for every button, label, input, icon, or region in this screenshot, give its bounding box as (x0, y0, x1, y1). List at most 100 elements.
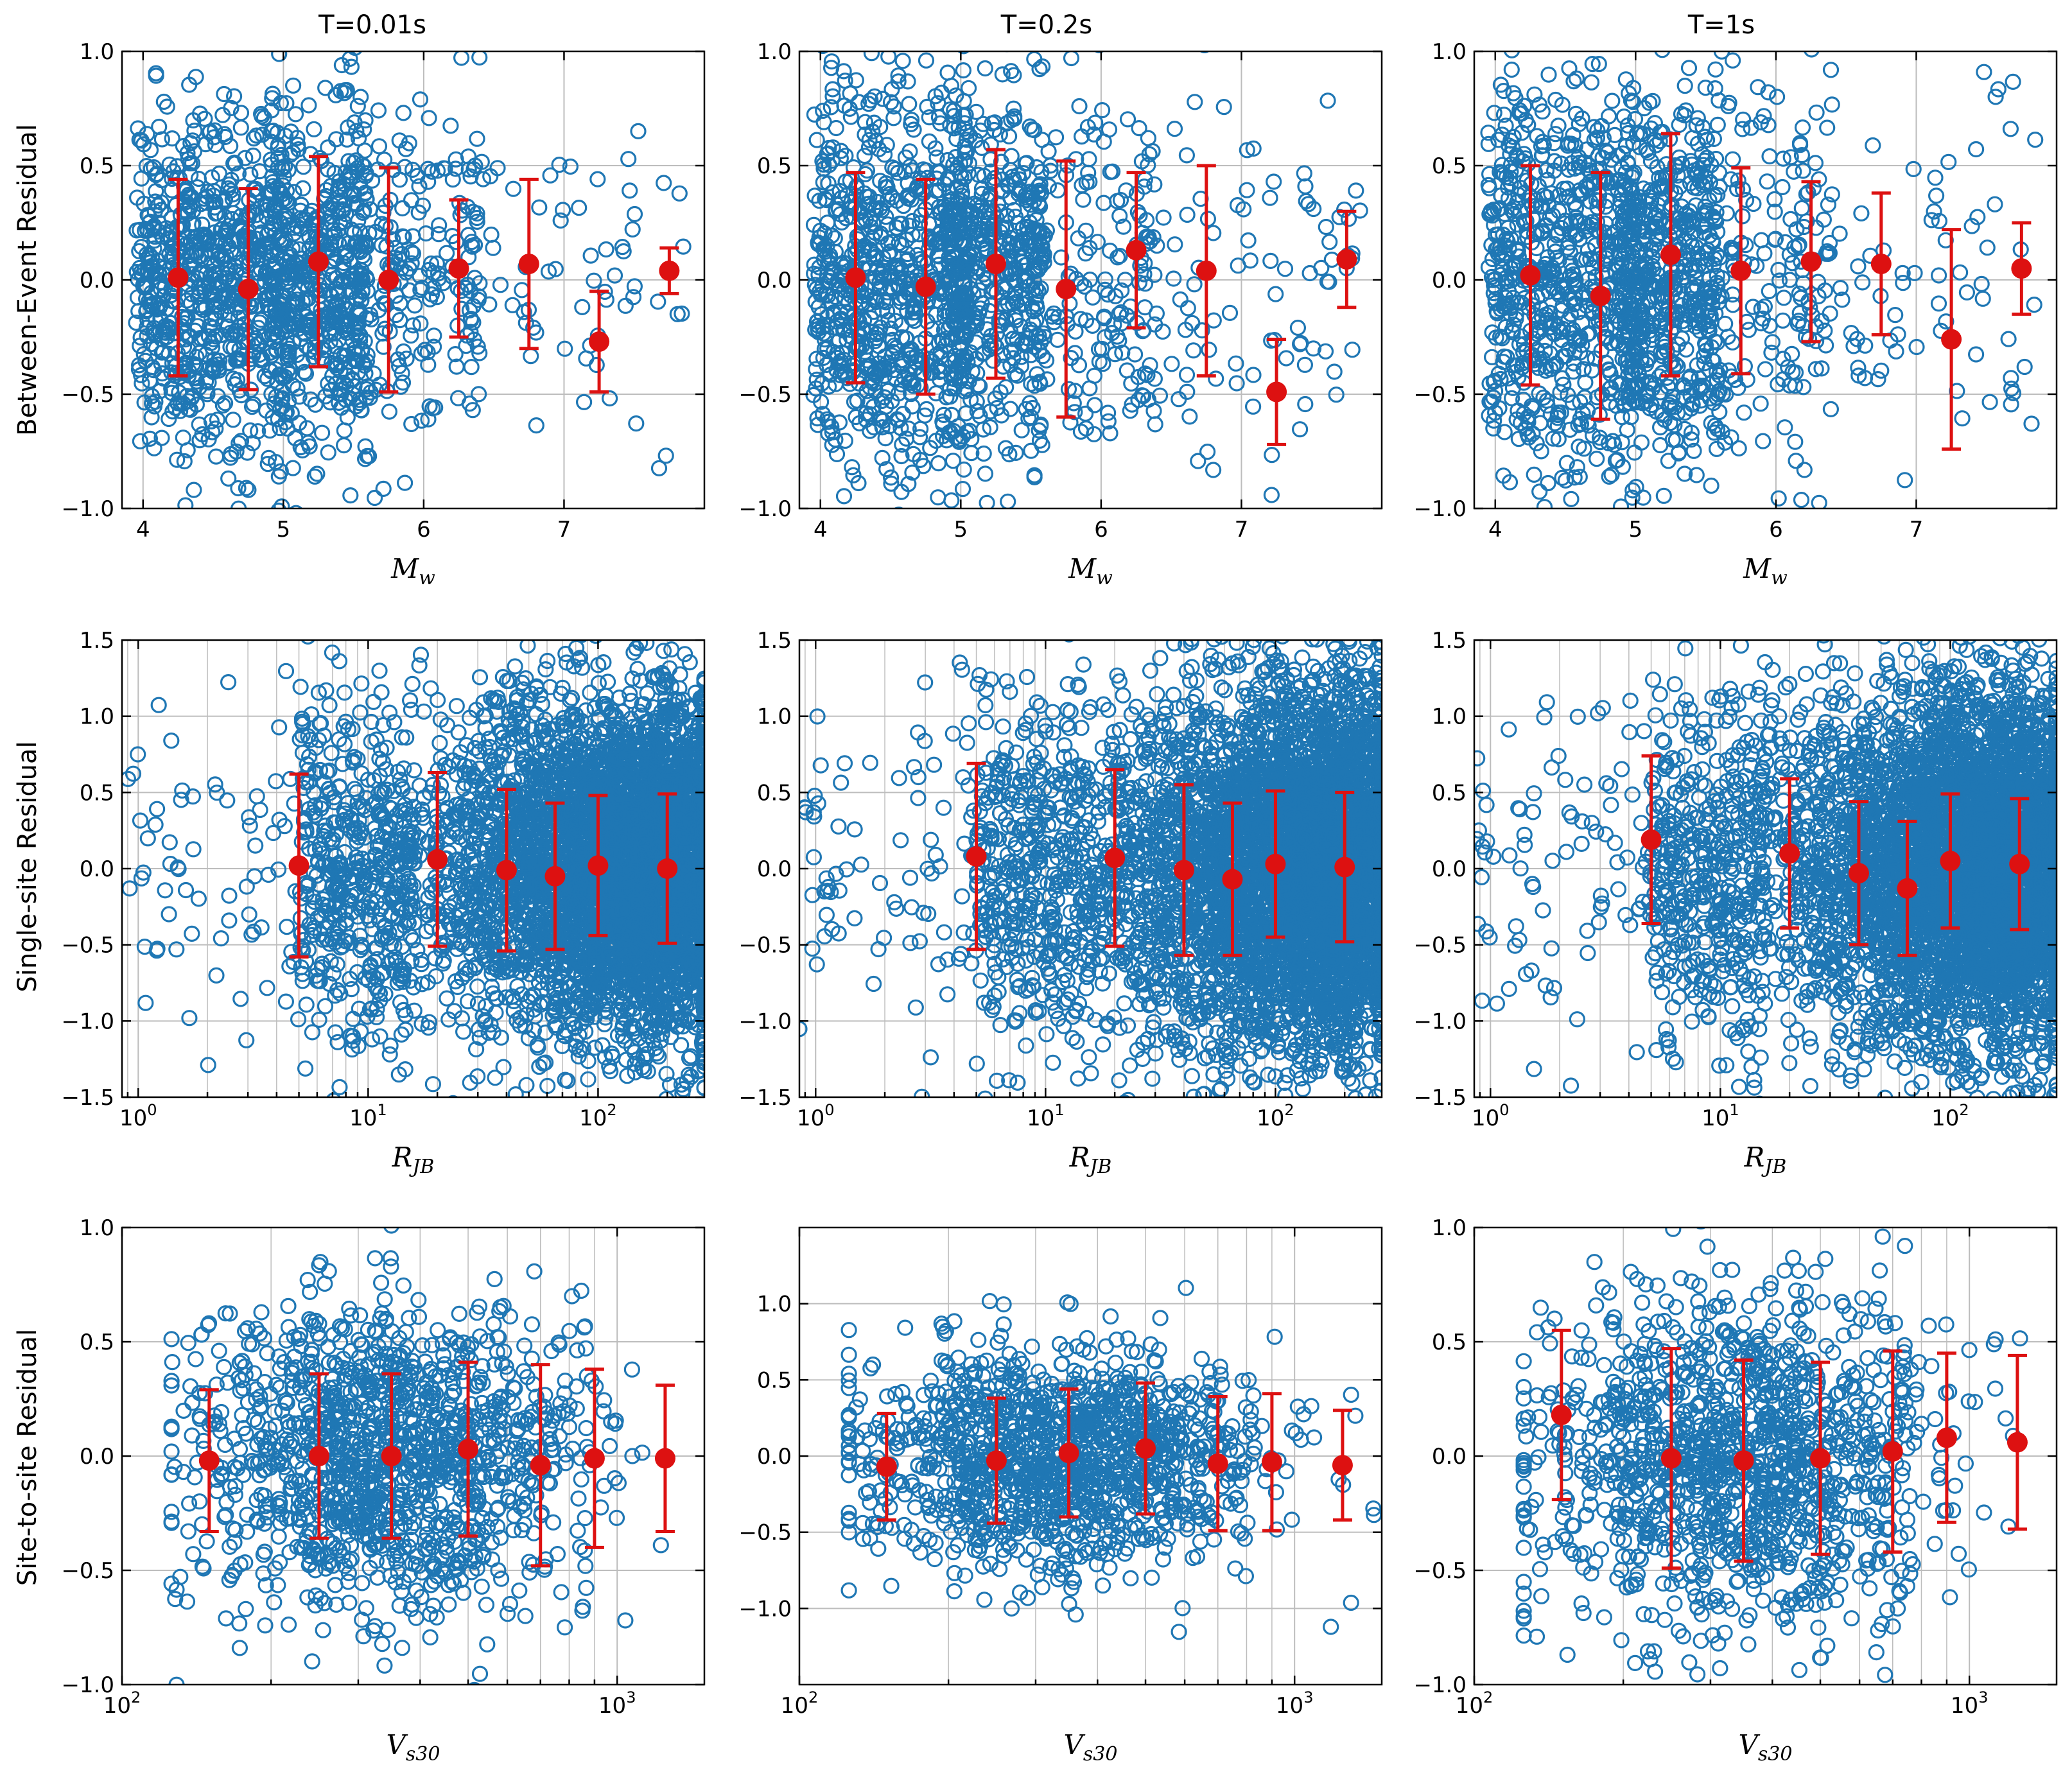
scatter-point (1709, 440, 1725, 457)
scatter-point (186, 123, 203, 139)
scatter-point (1023, 189, 1040, 205)
scatter-point (1558, 455, 1575, 471)
scatter-point (1538, 189, 1555, 205)
scatter-point (155, 93, 172, 110)
scatter-point (1737, 237, 1754, 254)
scatter-point (448, 234, 465, 250)
scatter-point (982, 419, 998, 436)
scatter-point (1623, 297, 1640, 314)
scatter-point (1147, 416, 1163, 433)
scatter-point (1601, 380, 1618, 397)
scatter-point (1658, 156, 1675, 173)
scatter-point (300, 640, 315, 645)
scatter-point (1026, 122, 1043, 139)
scatter-point (815, 251, 832, 268)
scatter-point (239, 444, 256, 461)
scatter-point (1348, 182, 1364, 199)
scatter-point (1614, 216, 1631, 232)
scatter-point (177, 497, 194, 508)
scatter-point (845, 467, 862, 483)
x-axis-label: Mw (390, 553, 435, 589)
scatter-point (1266, 173, 1282, 190)
scatter-point (1641, 350, 1658, 367)
scatter-point (317, 80, 334, 96)
scatter-point (385, 231, 401, 248)
scatter-point (1620, 200, 1637, 217)
bin-series (1520, 132, 2032, 451)
scatter-point (930, 35, 944, 49)
scatter-point (1042, 157, 1059, 174)
scatter-point (1187, 94, 1203, 110)
scatter-point (1793, 491, 1810, 508)
scatter-point (887, 259, 904, 276)
scatter-point (1680, 60, 1698, 76)
scatter-point (1038, 222, 1056, 239)
scatter-point (1079, 119, 1097, 135)
scatter-point (1580, 179, 1597, 196)
scatter-point (1711, 403, 1728, 421)
scatter-point (1757, 361, 1773, 377)
y-tick-label: 0.0 (757, 268, 792, 293)
scatter-point (878, 175, 894, 192)
scatter-point (973, 139, 990, 156)
scatter-point (174, 308, 191, 325)
scatter-point (1694, 146, 1711, 162)
scatter-point (244, 236, 261, 252)
scatter-point (1495, 467, 1512, 484)
scatter-point (617, 297, 634, 314)
scatter-point (1540, 66, 1557, 83)
scatter-point (1717, 315, 1734, 332)
scatter-point (1205, 225, 1222, 241)
scatter-point (1068, 151, 1084, 168)
scatter-point (837, 173, 854, 190)
scatter-point (469, 338, 486, 355)
scatter-point (1738, 192, 1755, 209)
scatter-point (274, 383, 290, 399)
scatter-point (146, 327, 163, 343)
scatter-point (471, 51, 488, 66)
scatter-point (1928, 187, 1945, 204)
scatter-point (323, 288, 340, 304)
scatter-point (582, 247, 599, 264)
scatter-point (959, 424, 975, 440)
scatter-point (270, 411, 286, 428)
scatter-point (1705, 353, 1722, 370)
scatter-point (825, 343, 842, 361)
scatter-point (900, 421, 917, 437)
scatter-point (1562, 421, 1578, 438)
scatter-point (152, 383, 168, 399)
scatter-point (245, 147, 261, 164)
scatter-point (207, 122, 223, 139)
scatter-point (982, 136, 999, 153)
scatter-point (1566, 344, 1583, 361)
scatter-point (1077, 312, 1095, 329)
scatter-point (1811, 494, 1827, 508)
scatter-point (459, 276, 476, 293)
scatter-point (1709, 334, 1726, 351)
scatter-point (856, 185, 873, 202)
scatter-point (1624, 482, 1641, 499)
scatter-point (1240, 232, 1257, 249)
scatter-point (518, 315, 534, 331)
scatter-point (198, 227, 214, 245)
scatter-point (942, 270, 959, 287)
scatter-point (327, 131, 345, 148)
scatter-point (959, 309, 976, 325)
scatter-point (890, 73, 907, 90)
scatter-point (992, 317, 1009, 334)
scatter-point (1698, 285, 1715, 302)
scatter-point (347, 352, 364, 370)
scatter-point (1725, 52, 1741, 69)
scatter-point (1807, 361, 1824, 377)
scatter-point (1630, 363, 1647, 380)
y-tick-label: −1.0 (738, 496, 792, 522)
scatter-point (1625, 80, 1642, 96)
scatter-point (333, 56, 351, 74)
scatter-point (1501, 240, 1517, 257)
scatter-point (858, 383, 875, 399)
scatter-point (1006, 67, 1022, 83)
y-tick-label: −1.0 (1413, 496, 1467, 522)
scatter-point (1136, 299, 1153, 316)
scatter-point (650, 460, 668, 477)
scatter-point (1480, 177, 1497, 193)
